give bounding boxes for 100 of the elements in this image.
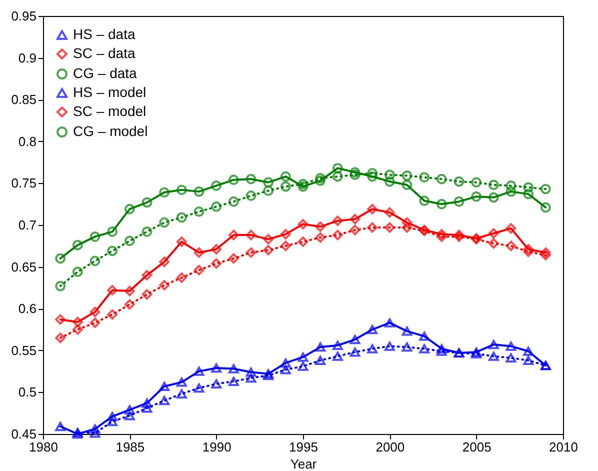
point — [402, 180, 412, 190]
point — [506, 180, 516, 191]
legend-label: SC – data — [73, 45, 136, 61]
point — [540, 202, 551, 213]
point — [194, 383, 204, 393]
point — [454, 176, 464, 187]
point — [176, 212, 187, 223]
point — [506, 186, 516, 197]
point — [176, 272, 187, 283]
point — [332, 171, 343, 182]
point — [228, 196, 239, 207]
point — [55, 422, 66, 432]
point — [228, 174, 239, 186]
point — [488, 228, 499, 239]
point — [436, 229, 447, 240]
point — [523, 182, 534, 193]
point — [488, 180, 499, 190]
point — [246, 373, 256, 383]
point — [55, 280, 66, 292]
point — [142, 270, 152, 280]
point — [194, 264, 204, 276]
point — [263, 177, 274, 188]
point — [107, 226, 118, 237]
point — [176, 236, 187, 247]
point — [246, 190, 256, 201]
point — [298, 236, 308, 247]
point — [280, 240, 291, 252]
point — [159, 382, 170, 391]
point — [506, 240, 516, 252]
point — [350, 334, 360, 344]
point — [90, 306, 100, 318]
point — [142, 197, 152, 208]
legend-label: HS – model — [73, 84, 146, 100]
point — [471, 191, 482, 202]
y-tick-label: 0.65 — [11, 259, 36, 274]
point — [211, 379, 222, 388]
point — [107, 412, 118, 422]
point — [523, 356, 534, 366]
x-axis-title: Year — [290, 456, 318, 471]
point — [350, 347, 360, 357]
y-tick-label: 0.7 — [18, 218, 36, 232]
point — [263, 234, 274, 244]
point — [90, 424, 100, 434]
point — [124, 405, 135, 414]
point — [540, 184, 551, 194]
point — [506, 353, 516, 363]
point — [298, 352, 308, 362]
point — [159, 256, 170, 267]
point — [280, 229, 291, 240]
point — [315, 356, 326, 366]
x-tick-label: 1995 — [289, 440, 318, 454]
point — [523, 188, 534, 200]
point — [332, 216, 343, 226]
y-tick-label: 0.55 — [11, 342, 36, 358]
point — [107, 285, 118, 296]
point — [402, 217, 412, 228]
point — [332, 162, 343, 174]
legend-label: CG – data — [73, 65, 138, 81]
point — [142, 289, 152, 300]
point — [72, 240, 83, 250]
point — [280, 358, 291, 368]
point — [159, 280, 170, 290]
point — [436, 232, 447, 242]
point — [142, 226, 152, 237]
point — [263, 186, 274, 196]
y-tick-label: 0.75 — [11, 176, 36, 191]
point — [55, 332, 66, 344]
point — [246, 247, 256, 258]
point — [419, 344, 430, 354]
point — [280, 365, 291, 374]
point — [506, 342, 516, 351]
point — [107, 246, 118, 256]
point — [90, 428, 100, 438]
point — [506, 223, 516, 234]
point — [315, 232, 326, 243]
point — [90, 318, 100, 328]
point — [107, 416, 118, 426]
point — [176, 184, 187, 196]
point — [419, 172, 430, 183]
point — [402, 342, 412, 352]
point — [419, 196, 430, 206]
point — [367, 171, 378, 182]
point — [350, 170, 360, 180]
point — [367, 324, 378, 334]
point — [194, 186, 204, 197]
point — [315, 176, 326, 186]
point — [367, 204, 378, 214]
point — [315, 173, 326, 184]
point — [124, 410, 135, 420]
point — [246, 230, 256, 240]
point — [176, 378, 187, 387]
point — [402, 326, 412, 336]
point — [211, 180, 222, 191]
y-tick-label: 0.9 — [18, 50, 36, 66]
point — [384, 176, 395, 187]
point — [194, 247, 204, 258]
legend-label: HS – data — [73, 26, 136, 42]
point — [107, 309, 118, 320]
point — [454, 196, 464, 207]
point — [263, 369, 274, 378]
